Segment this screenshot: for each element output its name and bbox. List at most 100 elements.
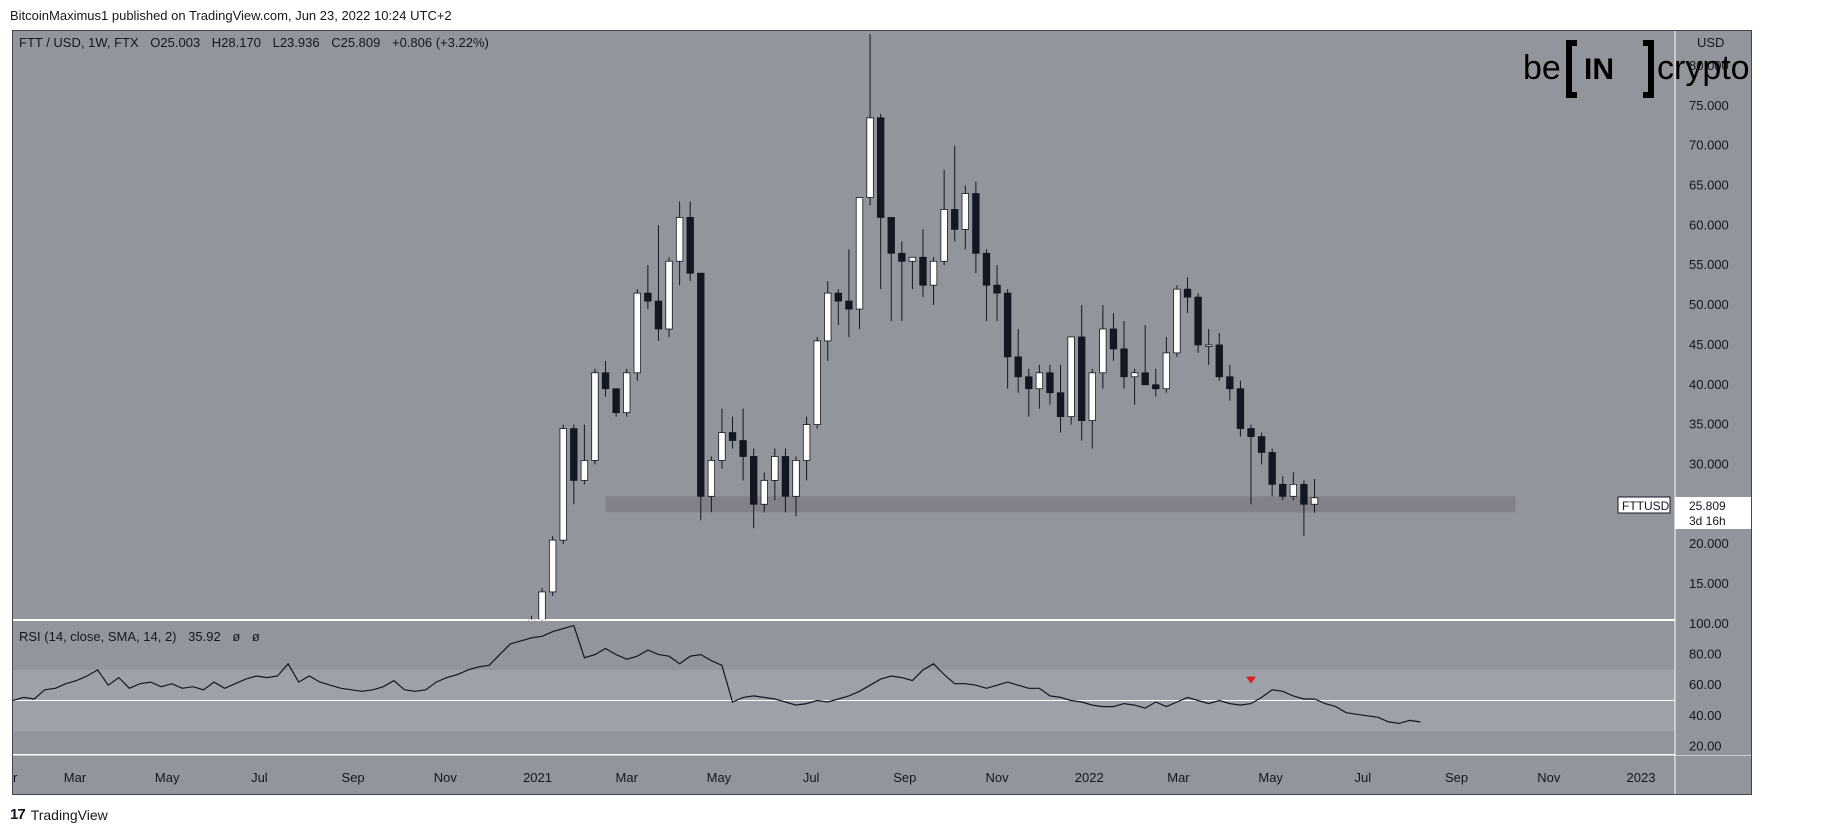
candle-body (612, 388, 620, 414)
footer: 17 TradingView (10, 806, 108, 823)
candle-body (781, 456, 790, 497)
time-tick-label: Jul (803, 770, 820, 785)
candle-body (1289, 483, 1298, 497)
logo-text-in: IN (1584, 53, 1614, 86)
candle-body (919, 256, 927, 286)
candle-body (601, 372, 610, 390)
rsi-tick-label: 80.00 (1689, 647, 1722, 662)
price-tick-label: 70.000 (1689, 138, 1729, 153)
candle-body (1215, 344, 1223, 378)
candle-body (1194, 296, 1202, 346)
candle-body (750, 456, 758, 505)
low-label: L (273, 35, 280, 50)
rsi-tick-label: 20.00 (1689, 738, 1722, 753)
price-tick-label: 40.000 (1689, 377, 1729, 392)
price-tick-label: 20.000 (1689, 536, 1729, 551)
time-tick-label: Mar (1167, 770, 1190, 785)
candle-body (739, 440, 747, 457)
time-tick-label: Nov (434, 770, 458, 785)
time-tick-label: 2023 (1627, 770, 1656, 785)
close-label: C (331, 35, 340, 50)
price-tick-label: 50.000 (1689, 297, 1729, 312)
candle-body (1162, 352, 1171, 390)
candle-body (1088, 372, 1096, 422)
chart-svg[interactable]: Mar May Jul Sep Nov 2021 Mar May Jul Sep Nov 2022 Ma… (13, 31, 1751, 794)
candle-body (538, 591, 546, 621)
price-axis-background (1675, 31, 1751, 755)
candle-body (855, 197, 864, 310)
logo-text-be: be (1523, 49, 1561, 87)
price-tick-label: 15.000 (1689, 576, 1729, 591)
price-tick-label: 80.000 (1689, 58, 1729, 73)
chart-frame[interactable]: Mar May Jul Sep Nov 2021 Mar May Jul Sep Nov 2022 Ma… (12, 30, 1752, 795)
candle-body (898, 252, 906, 262)
logo-bracket-icon (1566, 40, 1654, 98)
time-tick-label-partial: r (13, 770, 18, 785)
candle-body (1236, 388, 1245, 429)
candle-body (951, 209, 959, 230)
candle-body (1183, 288, 1192, 298)
candle-body (792, 460, 800, 497)
candle-body (1014, 356, 1022, 378)
candle-body (633, 292, 641, 374)
rsi-extra-2: ø (252, 629, 260, 644)
candle-body (1310, 497, 1319, 505)
ohlc-legend: FTT / USD, 1W, FTX O25.003 H28.170 L23.9… (19, 35, 489, 50)
red-triangle-marker (1246, 676, 1257, 684)
open-label: O (150, 35, 160, 50)
candle-body (570, 428, 578, 481)
rsi-tick-label: 60.00 (1689, 677, 1722, 692)
price-tick-label: 65.000 (1689, 178, 1729, 193)
candle-body (1099, 328, 1107, 374)
logo-text-crypto: crypto (1657, 49, 1750, 87)
time-axis-labels: Mar May Jul Sep Nov 2021 Mar May Jul Sep Nov 2022 Ma… (13, 770, 1655, 785)
candle-body (1025, 376, 1033, 390)
time-tick-label: Sep (1445, 770, 1468, 785)
candle-body (686, 217, 694, 274)
candle-body (1046, 372, 1054, 394)
candle-body (760, 479, 768, 505)
price-tick-label: 75.000 (1689, 98, 1729, 113)
candle-body (654, 300, 663, 330)
candle-body (644, 292, 652, 302)
candle-body (824, 292, 832, 342)
candle-body (728, 432, 737, 441)
candle-body (1300, 483, 1308, 505)
price-tag-price: 25.809 (1689, 499, 1726, 513)
candle-body (834, 292, 843, 302)
candle-body (1247, 428, 1255, 437)
candle-body (1173, 288, 1181, 354)
candle-body (1279, 483, 1287, 497)
price-tag: FTTUSD 25.809 3d 16h (1617, 496, 1751, 529)
candle-body (929, 260, 938, 286)
candle-body (1141, 372, 1149, 386)
candle-body (675, 217, 684, 262)
time-tick-label: Sep (893, 770, 916, 785)
currency-label: USD (1697, 35, 1724, 50)
candle-body (961, 193, 969, 230)
price-tag-box (1675, 497, 1751, 529)
candle-body (1205, 344, 1213, 347)
price-tag-symbol-box (1617, 496, 1671, 514)
candle-body (1120, 348, 1128, 378)
candle-body (1257, 436, 1266, 453)
price-tick-label: 45.000 (1689, 337, 1729, 352)
candle-body (1003, 292, 1012, 358)
tradingview-logo-icon: 17 (10, 806, 26, 823)
close-value: 25.809 (341, 35, 381, 50)
time-tick-label: Jul (1355, 770, 1372, 785)
price-tick-label: 60.000 (1689, 217, 1729, 232)
candle-body (845, 300, 853, 310)
candle-body (1078, 336, 1086, 422)
price-tick-label: 30.000 (1689, 456, 1729, 471)
time-tick-label: Nov (985, 770, 1009, 785)
publish-info: BitcoinMaximus1 published on TradingView… (10, 8, 452, 23)
rsi-legend: RSI (14, close, SMA, 14, 2) 35.92 ø ø (19, 629, 260, 644)
footer-brand: TradingView (30, 806, 108, 823)
price-tag-countdown: 3d 16h (1689, 514, 1726, 528)
time-tick-label: Mar (64, 770, 87, 785)
rsi-label: RSI (14, close, SMA, 14, 2) (19, 629, 177, 644)
time-tick-label: Nov (1537, 770, 1561, 785)
beincrypto-logo: be IN crypto (1523, 40, 1750, 98)
candle-body (908, 256, 917, 262)
